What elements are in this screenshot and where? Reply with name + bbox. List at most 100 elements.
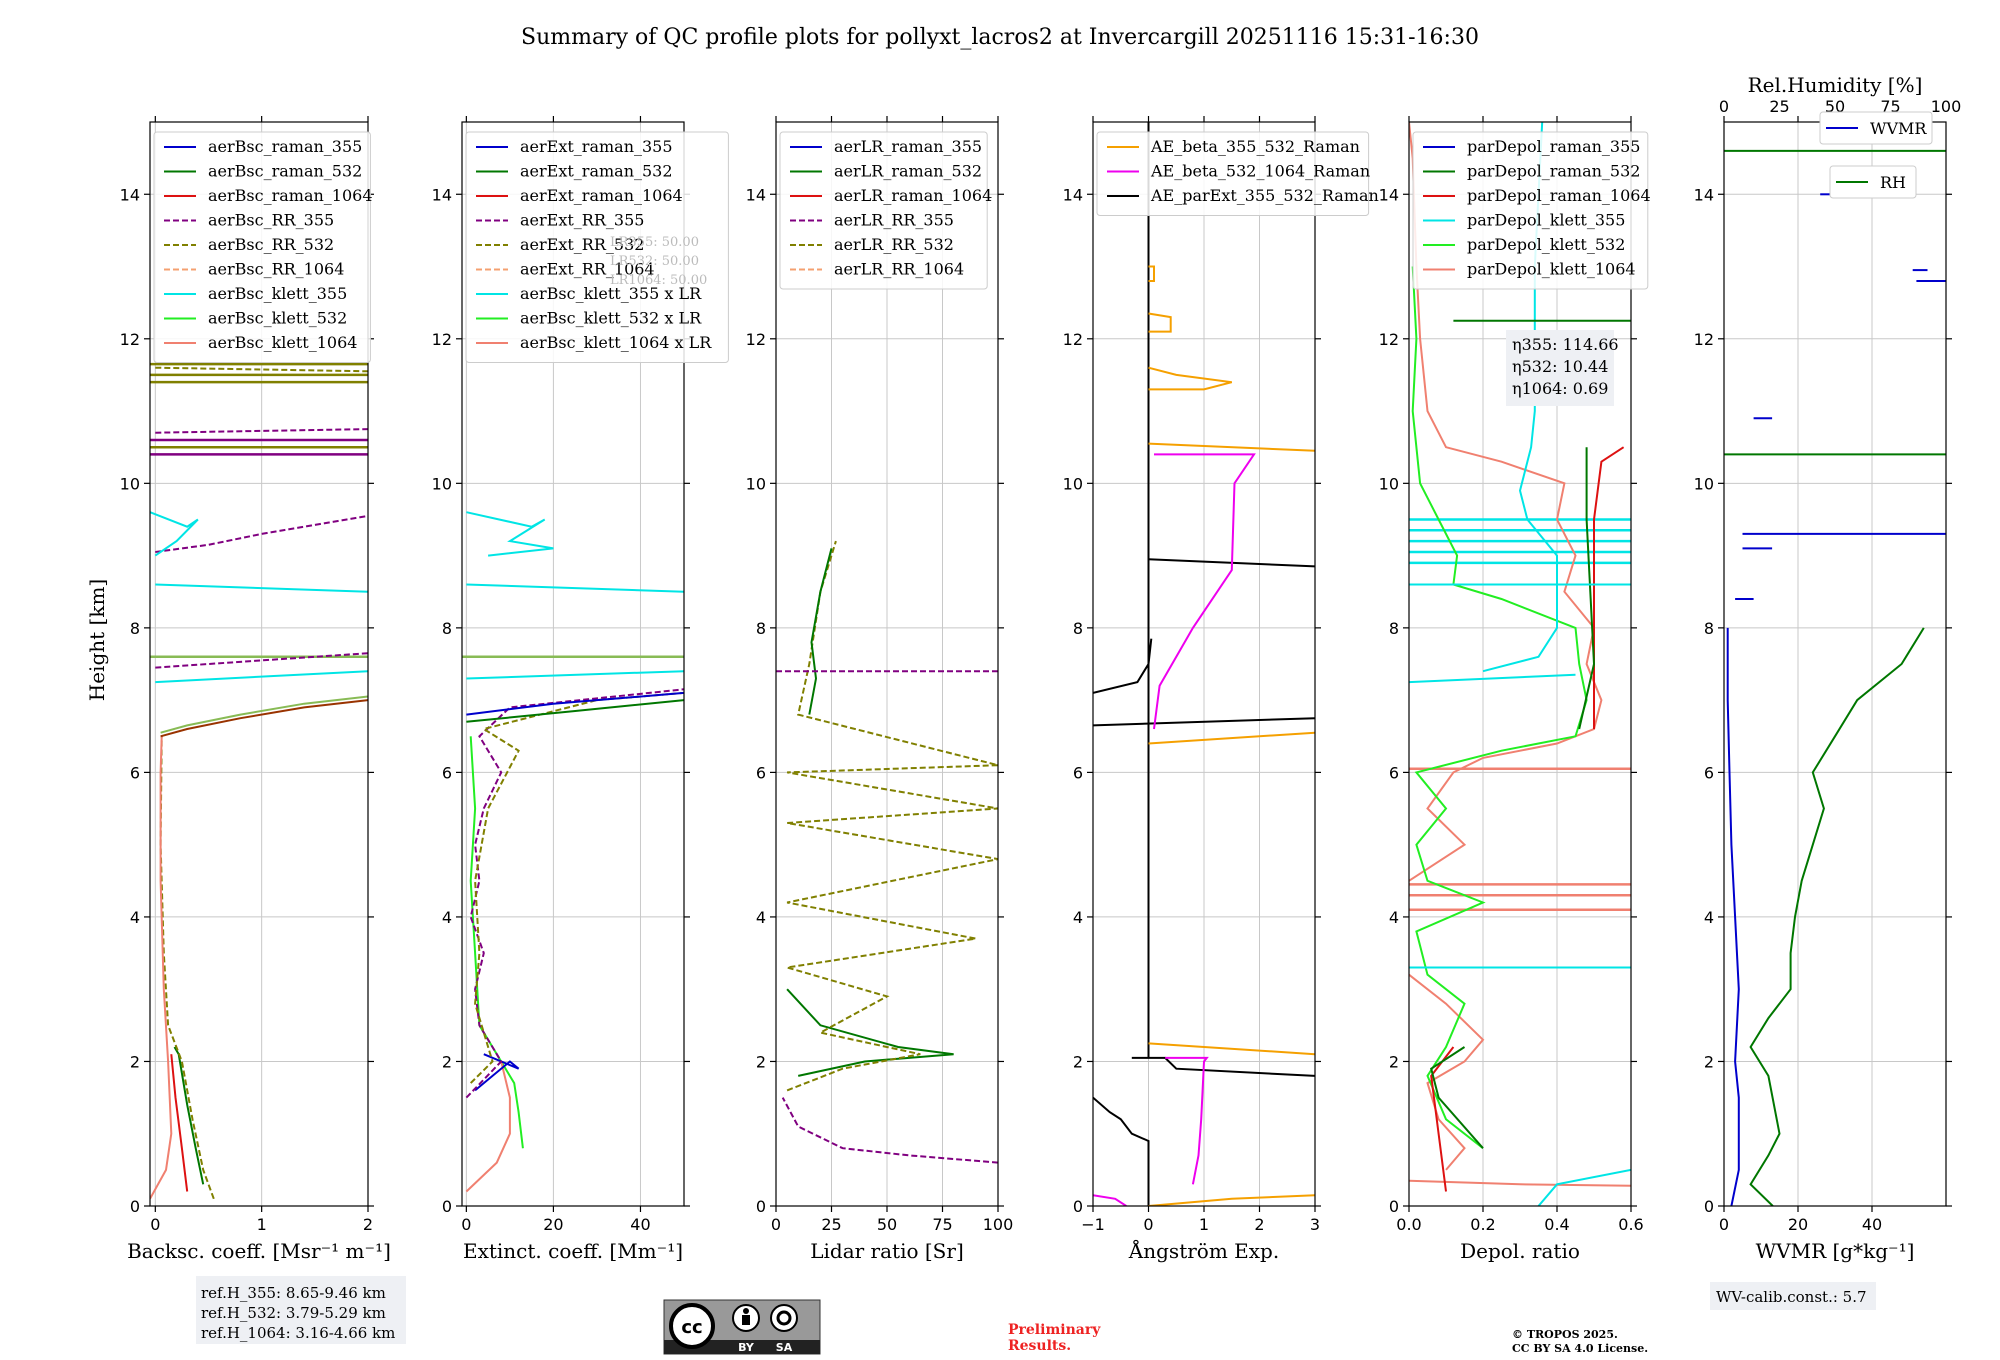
plot-area	[150, 362, 368, 1200]
legend-box	[1096, 131, 1370, 216]
y-tick-label: 8	[1704, 619, 1714, 638]
y-tick-label: 12	[120, 330, 140, 349]
series-ext-2	[474, 1053, 520, 1092]
y-tick-label: 6	[442, 763, 452, 782]
legend-label: AE_beta_532_1064_Raman	[1150, 162, 1370, 181]
legend-label: AE_parExt_355_532_Raman	[1150, 186, 1379, 205]
x-tick-label: 0	[150, 1215, 160, 1234]
ref-height-532: ref.H_532: 3.79-5.29 km	[201, 1304, 386, 1322]
legend-label: aerExt_raman_532	[520, 162, 673, 181]
x-axis-label: Backsc. coeff. [Msr⁻¹ m⁻¹]	[127, 1239, 391, 1263]
y-tick-label: 4	[1704, 908, 1714, 927]
y-axis-label: Height [km]	[85, 579, 109, 701]
y-tick-label: 14	[1379, 185, 1399, 204]
legend-label: aerBsc_RR_355	[208, 211, 334, 230]
series-bsc-8	[150, 736, 173, 1200]
x-tick-label: 2	[1254, 1215, 1264, 1234]
y-tick-label: 0	[756, 1197, 766, 1216]
legend-box	[1412, 131, 1649, 290]
panel-lr: 0 25 50 75 100 0 2 4 6 8 10 12 14 Lidar ratio [Sr] aer…	[746, 116, 1013, 1263]
copyright-line-1: © TROPOS 2025.	[1512, 1328, 1618, 1341]
series-ext-8	[466, 691, 684, 716]
series-ae-15	[1148, 265, 1155, 282]
series-depol-9	[1593, 446, 1625, 729]
y-tick-label: 10	[746, 474, 766, 493]
series-lr-0	[781, 1097, 998, 1164]
legend-label: aerBsc_klett_532 x LR	[520, 309, 702, 328]
y-tick-label: 12	[1694, 330, 1714, 349]
legend-label: aerLR_RR_532	[834, 235, 954, 254]
series-depol-8	[1430, 1046, 1484, 1149]
y-tick-label: 4	[442, 908, 452, 927]
series-wv-0	[1726, 627, 1740, 1206]
legend-label: aerLR_RR_355	[834, 211, 954, 230]
y-tick-label: 12	[1063, 330, 1083, 349]
x-tick-label: 0	[461, 1215, 471, 1234]
eta-value: η532: 10.44	[1512, 357, 1608, 376]
series-ae-9	[1148, 1194, 1315, 1206]
plot-area	[462, 511, 684, 1193]
series-depol-4	[1409, 673, 1576, 684]
y-tick-label: 14	[1694, 185, 1714, 204]
legend-label: aerBsc_RR_532	[208, 235, 334, 254]
legend-label: aerBsc_RR_1064	[208, 260, 344, 279]
y-tick-label: 4	[130, 908, 140, 927]
legend-label: aerBsc_raman_1064	[208, 186, 373, 205]
ref-height-1064: ref.H_1064: 3.16-4.66 km	[201, 1324, 395, 1342]
legend-label: aerLR_raman_532	[834, 162, 982, 181]
y-tick-label: 10	[1694, 474, 1714, 493]
axes-frame	[1723, 121, 1947, 1207]
x-tick-label: 3	[1310, 1215, 1320, 1234]
legend-label: WVMR	[1870, 119, 1927, 138]
axes-frame	[461, 121, 685, 1207]
svg-text:cc: cc	[681, 1317, 702, 1338]
y-tick-label: 14	[1063, 185, 1083, 204]
series-bsc-5	[150, 511, 199, 557]
y-tick-label: 6	[756, 763, 766, 782]
axes-frame	[1408, 121, 1632, 1207]
series-ae-14	[1148, 312, 1172, 333]
x-tick-label: 50	[877, 1215, 897, 1234]
y-tick-label: 10	[1063, 474, 1083, 493]
panel-depol: 0.0 0.2 0.4 0.6 0 2 4 6 8 10 12 14 Depol. ratio parDe…	[1379, 116, 1651, 1263]
series-ae-3	[1093, 638, 1153, 694]
y-tick-label: 2	[756, 1052, 766, 1071]
eta-value: η1064: 0.69	[1512, 379, 1608, 398]
x-tick-label: 0.2	[1470, 1215, 1495, 1234]
legend-label: AE_beta_355_532_Raman	[1150, 137, 1360, 156]
x2-tick-label: 0	[1719, 97, 1729, 116]
x-tick-label: 0.4	[1544, 1215, 1569, 1234]
legend-label: aerLR_raman_1064	[834, 186, 992, 205]
x-tick-label: 2	[363, 1215, 373, 1234]
x-tick-label: 1	[1199, 1215, 1209, 1234]
copyright-line-2: CC BY SA 4.0 License.	[1512, 1342, 1648, 1355]
series-depol-1	[1409, 973, 1485, 1171]
x-tick-label: 0.0	[1396, 1215, 1421, 1234]
x-axis-label: WVMR [g*kg⁻¹]	[1756, 1239, 1915, 1263]
x-tick-label: 20	[543, 1215, 563, 1234]
eta-box	[1506, 330, 1614, 406]
y-tick-label: 12	[432, 330, 452, 349]
series-bsc-2	[159, 736, 215, 1200]
legend-label: aerBsc_raman_532	[208, 162, 362, 181]
series-ae-0	[1093, 1096, 1150, 1206]
series-lr-1	[786, 988, 954, 1077]
y-tick-label: 8	[130, 619, 140, 638]
y-tick-label: 4	[1389, 908, 1399, 927]
y-tick-label: 6	[1389, 763, 1399, 782]
x-tick-label: 0	[771, 1215, 781, 1234]
legend-label: aerExt_raman_1064	[520, 186, 683, 205]
series-ae-13	[1148, 366, 1233, 391]
series-ext-6	[466, 583, 684, 593]
series-lr-3	[808, 548, 833, 715]
series-depol-6	[1537, 1168, 1631, 1206]
legend-label: RH	[1880, 173, 1906, 192]
legend-label: aerBsc_klett_1064	[208, 333, 357, 352]
y-tick-label: 10	[120, 474, 140, 493]
x-tick-label: 25	[821, 1215, 841, 1234]
legend-label: parDepol_klett_355	[1467, 211, 1625, 230]
y-tick-label: 4	[1073, 908, 1083, 927]
